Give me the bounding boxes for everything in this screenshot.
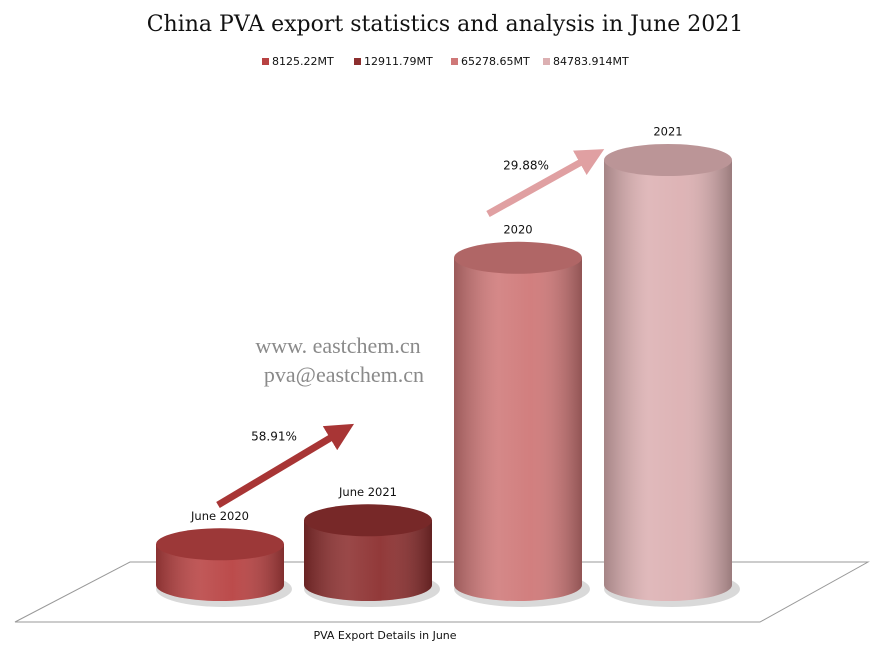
- cylinder-top-shade: [604, 144, 732, 176]
- cylinder-top-shade: [304, 504, 432, 537]
- legend-swatch: [543, 58, 550, 65]
- watermark: www. eastchem.cn: [255, 333, 420, 358]
- legend-swatch: [354, 58, 361, 65]
- cylinder-top: [304, 504, 432, 537]
- cylinder-top-shade: [454, 241, 582, 274]
- cylinder-top: [454, 241, 582, 274]
- cylinder-top-shade: [156, 528, 284, 561]
- legend-label: 84783.914MT: [553, 55, 629, 68]
- watermark: pva@eastchem.cn: [264, 362, 424, 387]
- legend-label: 65278.65MT: [461, 55, 530, 68]
- category-label: 2021: [653, 125, 682, 139]
- cylinder-shade: [604, 160, 732, 601]
- legend-swatch: [451, 58, 458, 65]
- annotation: 58.91%: [251, 430, 297, 444]
- cylinder-shade: [156, 544, 284, 601]
- chart-title: China PVA export statistics and analysis…: [147, 12, 744, 37]
- category-label: 2020: [503, 222, 532, 236]
- cylinder-shade: [304, 520, 432, 601]
- arrow: [216, 423, 355, 509]
- x-axis-label: PVA Export Details in June: [313, 629, 456, 642]
- annotation: 29.88%: [503, 159, 549, 173]
- legend-label: 8125.22MT: [272, 55, 334, 68]
- cylinder-top: [604, 144, 732, 176]
- category-label: June 2021: [338, 485, 397, 499]
- cylinder-top: [156, 528, 284, 561]
- legend-swatch: [262, 58, 269, 65]
- category-label: June 2020: [190, 509, 249, 523]
- legend-label: 12911.79MT: [364, 55, 433, 68]
- cylinder-shade: [454, 257, 582, 601]
- arrow: [486, 149, 605, 218]
- floor: [14, 561, 870, 623]
